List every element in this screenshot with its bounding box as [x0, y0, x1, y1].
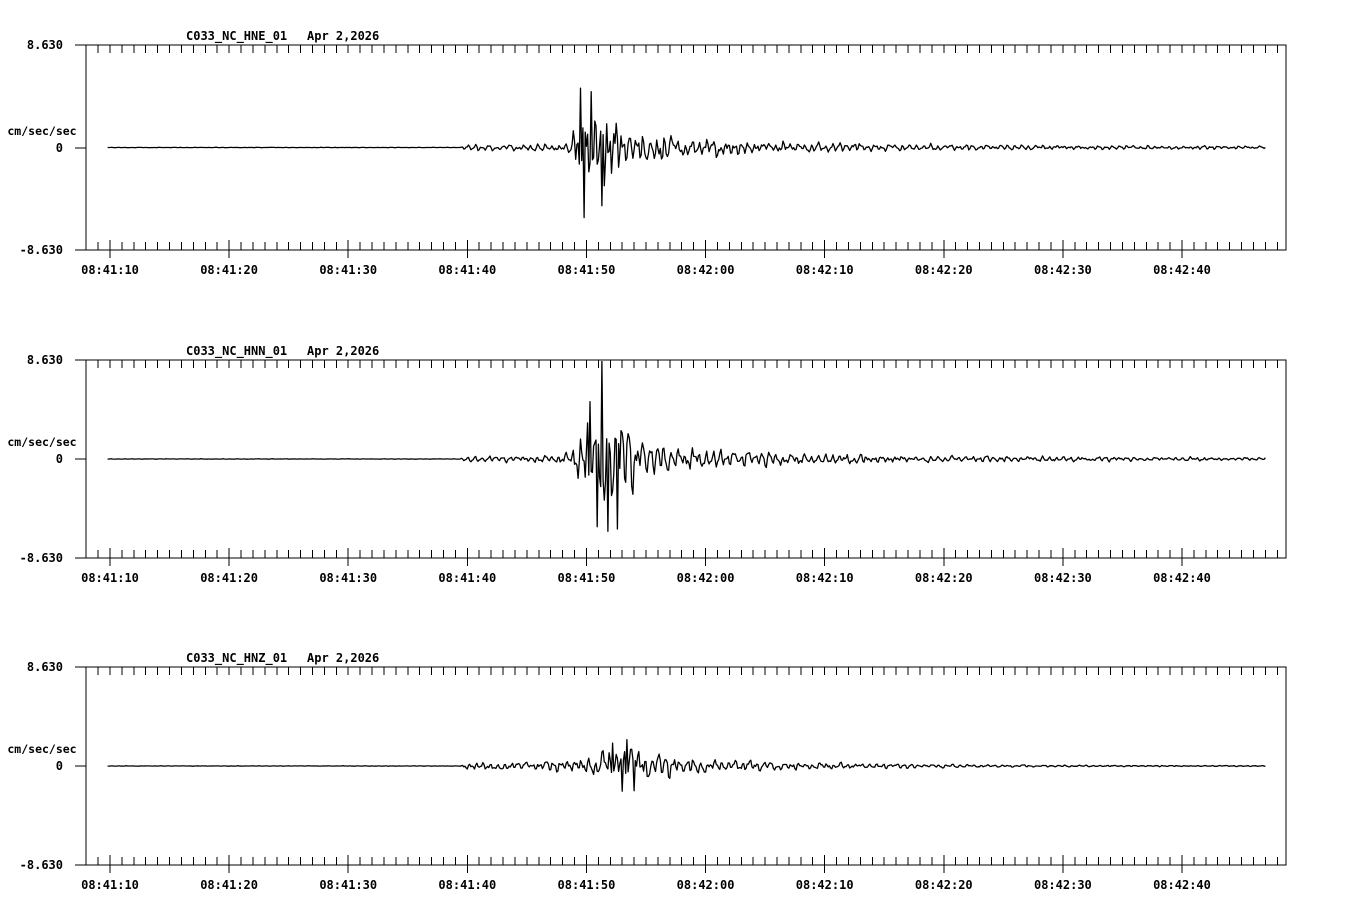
- y-max-label: 8.630: [26, 353, 63, 367]
- x-tick-label: 08:42:30: [1033, 878, 1092, 892]
- panel-date: Apr 2,2026: [307, 344, 380, 358]
- x-tick-label: 08:41:50: [557, 878, 616, 892]
- waveform-trace-hne: [107, 87, 1266, 219]
- x-tick-label: 08:41:40: [438, 571, 497, 585]
- x-tick-label: 08:42:30: [1033, 571, 1092, 585]
- x-tick-label: 08:42:40: [1153, 571, 1211, 585]
- x-tick-label: 08:41:20: [200, 878, 258, 892]
- y-zero-label: 0: [55, 452, 63, 466]
- panel-graphics-hne: [75, 44, 1287, 258]
- panel-title: C033_NC_HNZ_01: [186, 651, 288, 665]
- x-tick-label: 08:41:10: [81, 263, 139, 277]
- y-unit-label: cm/sec/sec: [7, 435, 77, 449]
- y-zero-label: 0: [55, 759, 63, 773]
- y-min-label: -8.630: [19, 243, 63, 257]
- x-tick-label: 08:41:20: [200, 571, 258, 585]
- x-tick-label: 08:41:10: [81, 571, 139, 585]
- x-tick-label: 08:41:50: [557, 263, 616, 277]
- panel-date: Apr 2,2026: [307, 651, 380, 665]
- x-tick-label: 08:42:00: [676, 263, 735, 277]
- x-tick-label: 08:42:10: [795, 878, 854, 892]
- x-tick-label: 08:42:40: [1153, 878, 1211, 892]
- panel-date: Apr 2,2026: [307, 29, 380, 43]
- x-tick-label: 08:42:10: [795, 263, 854, 277]
- y-min-label: -8.630: [19, 858, 63, 872]
- x-tick-label: 08:41:30: [319, 263, 378, 277]
- x-tick-label: 08:42:10: [795, 571, 854, 585]
- y-unit-label: cm/sec/sec: [7, 124, 77, 138]
- waveform-trace-hnn: [107, 361, 1266, 532]
- x-tick-label: 08:41:30: [319, 878, 378, 892]
- y-min-label: -8.630: [19, 551, 63, 565]
- x-tick-label: 08:41:40: [438, 878, 497, 892]
- y-max-label: 8.630: [26, 660, 63, 674]
- y-zero-label: 0: [55, 141, 63, 155]
- x-tick-label: 08:42:40: [1153, 263, 1211, 277]
- panel-graphics-hnn: [75, 359, 1287, 566]
- y-unit-label: cm/sec/sec: [7, 742, 77, 756]
- x-tick-label: 08:42:00: [676, 878, 735, 892]
- x-tick-label: 08:42:20: [914, 878, 973, 892]
- x-tick-label: 08:41:50: [557, 571, 616, 585]
- x-tick-label: 08:42:20: [914, 571, 973, 585]
- x-tick-label: 08:41:20: [200, 263, 258, 277]
- panel-title: C033_NC_HNN_01: [186, 344, 288, 358]
- x-tick-label: 08:41:40: [438, 263, 497, 277]
- x-tick-label: 08:42:30: [1033, 263, 1092, 277]
- panel-title: C033_NC_HNE_01: [186, 29, 288, 43]
- waveform-trace-hnz: [107, 738, 1266, 792]
- x-tick-label: 08:41:10: [81, 878, 139, 892]
- y-max-label: 8.630: [26, 38, 63, 52]
- x-tick-label: 08:42:20: [914, 263, 973, 277]
- panel-graphics-hnz: [75, 666, 1287, 873]
- x-tick-label: 08:42:00: [676, 571, 735, 585]
- x-tick-label: 08:41:30: [319, 571, 378, 585]
